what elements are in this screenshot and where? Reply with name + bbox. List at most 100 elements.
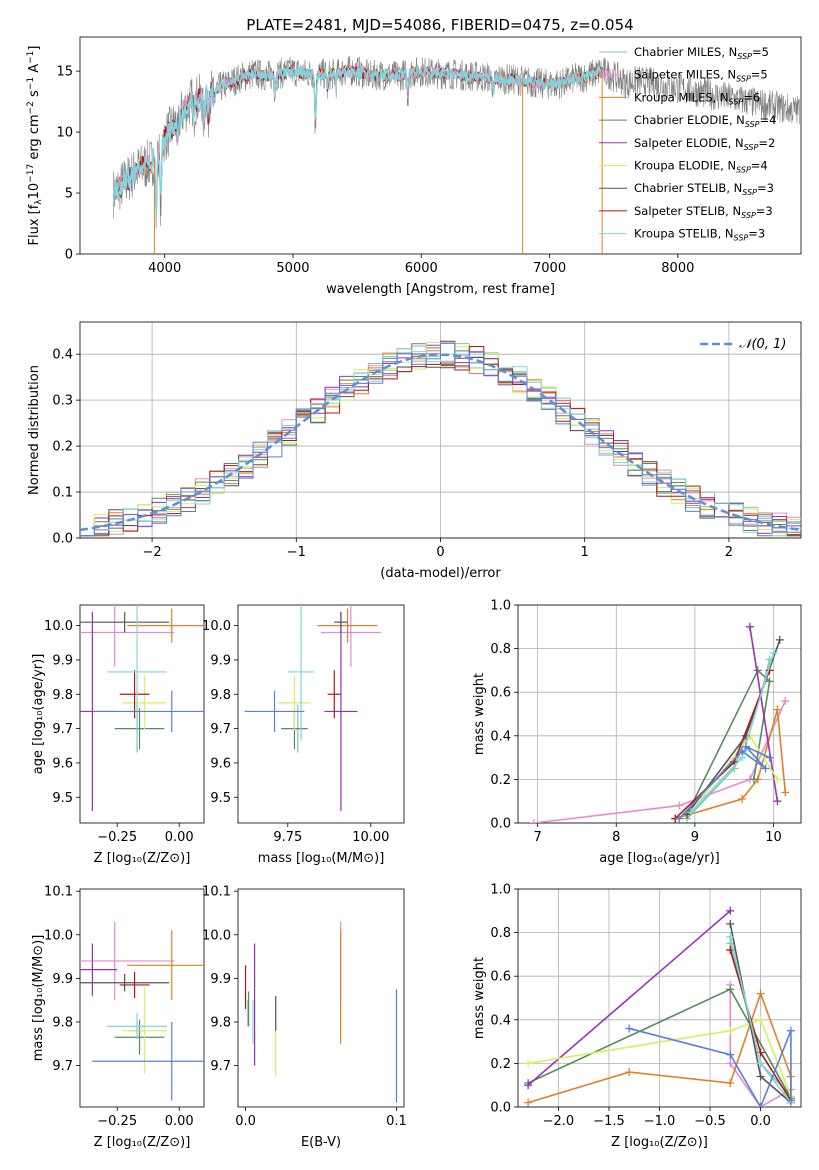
- age_vs_mass-ytick-label-0: 9.5: [210, 791, 231, 806]
- mass_weight_vs_age-series: [529, 622, 790, 823]
- legend-eq-7: =3: [756, 204, 773, 218]
- mass_weight_vs_age-ytick-label-2: 0.4: [490, 729, 511, 744]
- age_vs_mass-xtick-label-0: 9.75: [273, 830, 302, 845]
- mass_weight_vs_age-xtick-label-3: 10: [765, 830, 782, 845]
- mass_weight_vs_Z-ytick-label-5: 1.0: [490, 883, 511, 898]
- mass_weight_vs_Z-ytick-label-4: 0.8: [490, 926, 511, 941]
- age_vs_Z-points: [80, 605, 204, 811]
- mass_weight_vs_Z-xlabel: Z [log₁₀(Z/Z⊙)]: [611, 1135, 708, 1150]
- age_vs_mass-axes: 9.75 10.00 9.5 9.6 9.7 9.8 9.9 10.0: [202, 619, 389, 845]
- legend-entry-5: Kroupa ELODIE, NSSP=4: [634, 159, 768, 175]
- legend-entry-7: Salpeter STELIB, NSSP=3: [634, 204, 773, 220]
- residuals-xtick-label-1: −1: [287, 545, 306, 560]
- legend-sub-8: SSP: [734, 234, 749, 243]
- mass_weight_vs_age-axes: 7 8 9 10 0.0 0.2 0.4 0.6 0.8 1.0: [490, 599, 801, 845]
- residuals-axes: −2 −1 0 1 2 0.0 0.1 0.2 0.3 0.4: [52, 322, 801, 560]
- residual-gaussian-curve: [80, 353, 801, 532]
- legend-label-8: Kroupa STELIB, N: [634, 227, 734, 241]
- mass_vs_ebv-ytick-label-0: 9.7: [210, 1059, 231, 1074]
- mass_weight_vs_age-ytick-label-1: 0.2: [490, 773, 511, 788]
- legend-sub-3: SSP: [745, 120, 760, 129]
- mass_weight_vs_Z-marker-blue-1: [726, 1050, 735, 1059]
- mass_weight_vs_Z-marker-kroupa_miles-3: [756, 989, 765, 998]
- mass_weight_vs_age-ytick-label-4: 0.8: [490, 642, 511, 657]
- legend-entry-4: Salpeter ELODIE, NSSP=2: [634, 136, 775, 152]
- legend-entry-1: Salpeter MILES, NSSP=5: [634, 68, 768, 84]
- mass_weight_vs_Z-marker-blue-2: [756, 1103, 765, 1107]
- residuals-xtick-label-0: −2: [143, 545, 162, 560]
- mass_weight_vs_age-marker-blue-0: [675, 814, 684, 823]
- mass_weight_vs_age-marker-salpeter_elodie-0: [745, 622, 754, 631]
- legend-sub-1: SSP: [736, 75, 751, 84]
- spectrum-ylabel-part-10: ]: [27, 46, 42, 51]
- mass_vs_ebv-frame: [237, 888, 405, 1108]
- legend-entry-3: Chabrier ELODIE, NSSP=4: [634, 113, 776, 129]
- legend-entry-8: Kroupa STELIB, NSSP=3: [634, 227, 765, 243]
- mass_weight_vs_age-marker-kroupa_stelib-0: [686, 808, 695, 817]
- mass_weight_vs_Z-xtick-label-1: −1.5: [593, 1114, 625, 1129]
- age_vs_Z-axes: −0.25 0.00 9.5 9.6 9.7 9.8 9.9 10.0: [44, 619, 194, 845]
- mass_weight_vs_Z-line-salpeter_elodie: [527, 910, 731, 1086]
- mass_weight_vs_Z-marker-kroupa_miles-2: [726, 1079, 735, 1088]
- legend-label-2: Kroupa MILES, N: [634, 90, 729, 104]
- mass_vs_ebv-ytick-label-3: 10.0: [202, 928, 231, 943]
- mass_weight_vs_Z-marker-kroupa_elodie-0: [524, 1059, 533, 1068]
- age_vs_mass-points: [244, 605, 381, 811]
- legend-entry-0: Chabrier MILES, NSSP=5: [634, 45, 769, 61]
- legend-label-7: Salpeter STELIB, N: [634, 204, 741, 218]
- residuals-ytick-label-3: 0.3: [52, 394, 73, 409]
- spectrum-ylabel-part-0: Flux [f: [27, 204, 42, 245]
- spectrum-ylabel-part-1: λ: [34, 199, 44, 205]
- spectrum-xtick-label-1: 5000: [276, 261, 309, 276]
- mass_weight_vs_Z-marker-blue-0: [625, 1024, 634, 1033]
- spectrum-ylabel-part-3: −17: [26, 164, 36, 183]
- age_vs_mass-ytick-label-1: 9.6: [210, 756, 231, 771]
- spectrum-xtick-label-4: 8000: [661, 261, 694, 276]
- residuals-xtick-label-4: 2: [725, 545, 733, 560]
- mass_vs_Z-ytick-label-4: 10.1: [44, 885, 73, 900]
- mass_weight_vs_age-ylabel: mass weight: [472, 673, 487, 755]
- mass_weight_vs_age-xlabel: age [log₁₀(age/yr)]: [599, 851, 720, 866]
- mass_weight_vs_Z-marker-blue-4: [786, 1096, 795, 1105]
- age_vs_Z-ytick-label-3: 9.8: [52, 688, 73, 703]
- legend-eq-3: =4: [760, 113, 777, 127]
- age_vs_Z-xtick-label-1: 0.00: [165, 830, 194, 845]
- mass_weight_vs_Z-marker-salpeter_elodie-1: [726, 906, 735, 915]
- legend-label-1: Salpeter MILES, N: [634, 68, 736, 82]
- spectrum-ylabel-part-4: erg cm: [27, 114, 42, 163]
- mass_weight_vs_Z-marker-kroupa_miles-1: [625, 1068, 634, 1077]
- mass_weight_vs_age-marker-chabrier_elodie-3: [749, 775, 758, 784]
- mass_weight_vs_age-marker-blue-2: [761, 764, 770, 773]
- legend-sub-0: SSP: [737, 52, 752, 61]
- spectrum-frame: [79, 36, 802, 255]
- mass_weight_vs_age-line-chabrier_elodie: [686, 669, 771, 815]
- age_vs_Z-ytick-label-1: 9.6: [52, 756, 73, 771]
- legend-label-6: Chabrier STELIB, N: [634, 181, 742, 195]
- age_vs_Z-ylabel: age [log₁₀(age/yr)]: [31, 654, 46, 775]
- age_vs_mass-frame: [237, 604, 405, 824]
- mass_vs_Z-ytick-label-1: 9.8: [52, 1015, 73, 1030]
- mass_weight_vs_age-xtick-label-2: 9: [691, 830, 699, 845]
- figure-title: PLATE=2481, MJD=54086, FIBERID=0475, z=0…: [246, 16, 633, 34]
- age_vs_Z-ytick-label-0: 9.5: [52, 791, 73, 806]
- legend-entry-6: Chabrier STELIB, NSSP=3: [634, 181, 774, 197]
- mass_weight_vs_age-frame: [517, 604, 802, 824]
- residuals-ytick-label-2: 0.2: [52, 440, 73, 455]
- residuals-plot-area: [80, 340, 801, 537]
- mass_weight_vs_age-marker-kroupa_stelib-2: [769, 648, 778, 657]
- mass_weight_vs_Z-frame: [517, 888, 802, 1108]
- mass_vs_Z-points: [80, 921, 204, 1101]
- spectrum-ytick-label-2: 10: [56, 126, 73, 141]
- residuals-frame: [79, 321, 802, 539]
- mass_weight_vs_Z-marker-kroupa_elodie-1: [726, 1026, 735, 1035]
- mass_weight_vs_Z-xtick-label-2: −1.0: [644, 1114, 676, 1129]
- mass_weight_vs_Z-marker-salpeter_elodie-0: [524, 1081, 533, 1090]
- age_vs_Z-frame: [79, 604, 205, 824]
- legend-eq-4: =2: [758, 136, 775, 150]
- mass_vs_Z-xtick-label-0: −0.25: [97, 1114, 137, 1129]
- legend-eq-8: =3: [748, 227, 765, 241]
- age_vs_mass-ytick-label-5: 10.0: [202, 619, 231, 634]
- age_vs_mass-xlabel: mass [log₁₀(M/M⊙)]: [258, 851, 385, 866]
- spectrum-plot-area: [112, 55, 800, 254]
